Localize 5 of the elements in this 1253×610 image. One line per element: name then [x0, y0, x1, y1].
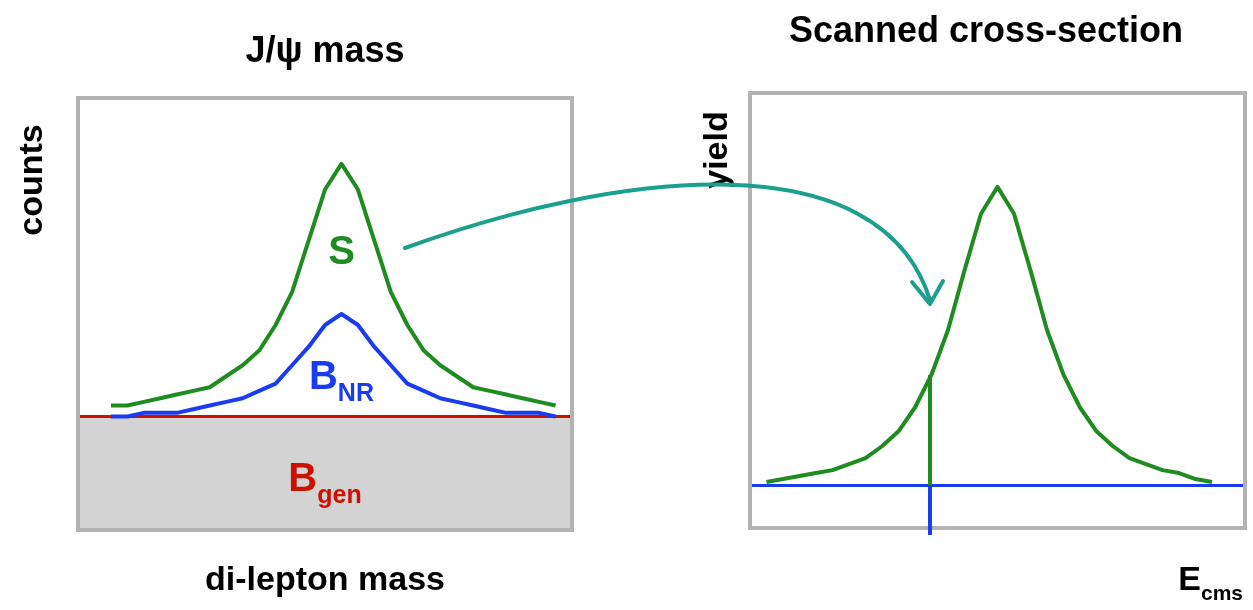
series-label: S: [328, 227, 355, 272]
chart-title: J/ψ mass: [245, 29, 405, 70]
y-axis-title: counts: [11, 124, 49, 236]
x-axis-title: di-lepton mass: [205, 559, 445, 597]
chart-title: Scanned cross-section: [788, 9, 1184, 50]
